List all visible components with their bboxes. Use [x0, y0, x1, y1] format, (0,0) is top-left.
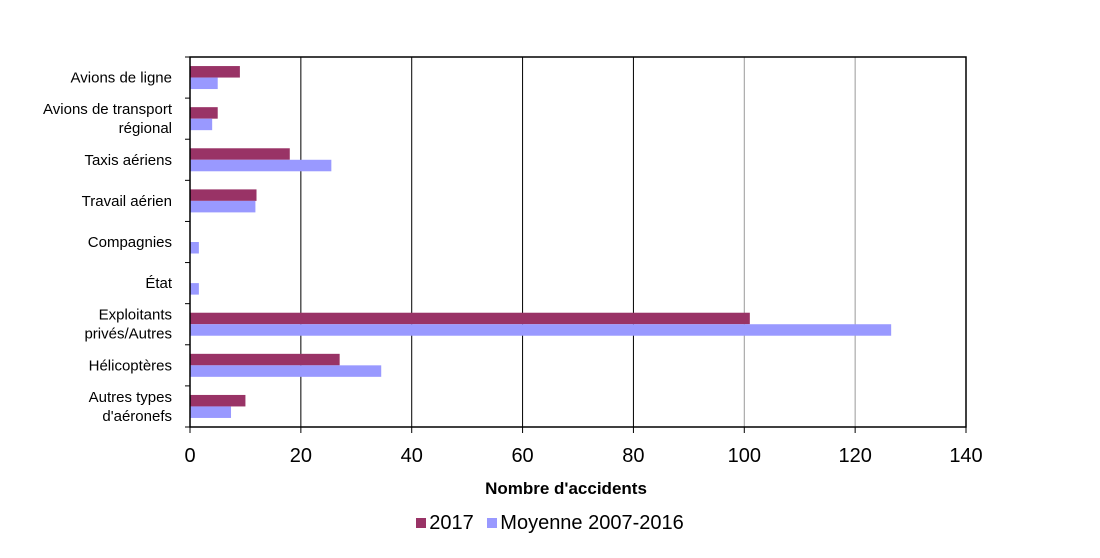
- category-label-line: Taxis aériens: [84, 152, 172, 169]
- bar-series2-7: [190, 365, 382, 377]
- bar-series1-1: [190, 107, 218, 119]
- category-label: Exploitants privés/Autres: [84, 307, 172, 343]
- x-tick-label: 120: [838, 445, 871, 467]
- category-label: État: [145, 275, 173, 292]
- x-tick-label: 0: [184, 445, 195, 467]
- x-tick-label: 20: [290, 445, 312, 467]
- bar-series1-3: [190, 189, 257, 201]
- legend-label-moyenne: Moyenne 2007-2016: [500, 512, 684, 534]
- legend-label-2017: 2017: [429, 512, 474, 534]
- category-label-line: privés/Autres: [84, 326, 172, 343]
- category-label: Hélicoptères: [89, 357, 172, 374]
- plot-frame: [189, 56, 967, 428]
- category-label: Travail aérien: [82, 193, 172, 210]
- category-label-line: Compagnies: [88, 234, 172, 251]
- category-label: Compagnies: [88, 234, 172, 251]
- category-label-line: Exploitants: [99, 307, 172, 324]
- bar-series1-6: [190, 312, 750, 325]
- legend-item-moyenne: Moyenne 2007-2016: [487, 512, 684, 535]
- bar-series2-5: [190, 283, 199, 295]
- bar-series2-1: [190, 118, 213, 131]
- category-label-line: régional: [119, 120, 172, 137]
- bar-series1-7: [190, 353, 340, 366]
- x-axis-title: Nombre d'accidents: [485, 479, 647, 498]
- category-label-line: d'aéronefs: [102, 408, 172, 425]
- bar-series2-8: [190, 406, 232, 418]
- category-label-line: Avions de transport: [43, 101, 173, 118]
- bar-series1-2: [190, 148, 290, 160]
- category-label-line: Avions de ligne: [71, 70, 172, 87]
- bar-series1-0: [190, 66, 240, 78]
- legend-item-2017: 2017: [416, 512, 474, 535]
- legend-swatch-2017: [416, 518, 427, 528]
- x-tick-label: 80: [622, 445, 644, 467]
- legend-swatch-moyenne: [487, 518, 498, 528]
- category-label: Avions de transport régional: [43, 101, 173, 137]
- category-label-line: Hélicoptères: [89, 357, 172, 374]
- x-tick-label: 100: [728, 445, 761, 467]
- bar-series2-6: [190, 324, 892, 336]
- category-label-line: Autres types: [89, 389, 172, 406]
- bar-series2-3: [190, 200, 256, 213]
- category-label: Autres types d'aéronefs: [89, 389, 172, 425]
- bar-series2-0: [190, 77, 218, 90]
- category-label: Avions de ligne: [71, 70, 172, 87]
- category-label-line: Travail aérien: [82, 193, 172, 210]
- x-tick-label: 40: [401, 445, 423, 467]
- x-tick-label: 140: [949, 445, 982, 467]
- bar-series2-4: [190, 242, 199, 254]
- category-label: Taxis aériens: [84, 152, 172, 169]
- bar-series2-2: [190, 159, 332, 172]
- bar-series1-8: [190, 394, 246, 407]
- x-tick-label: 60: [511, 445, 533, 467]
- category-label-line: État: [145, 275, 173, 292]
- legend: 2017 Moyenne 2007-2016: [0, 512, 1100, 535]
